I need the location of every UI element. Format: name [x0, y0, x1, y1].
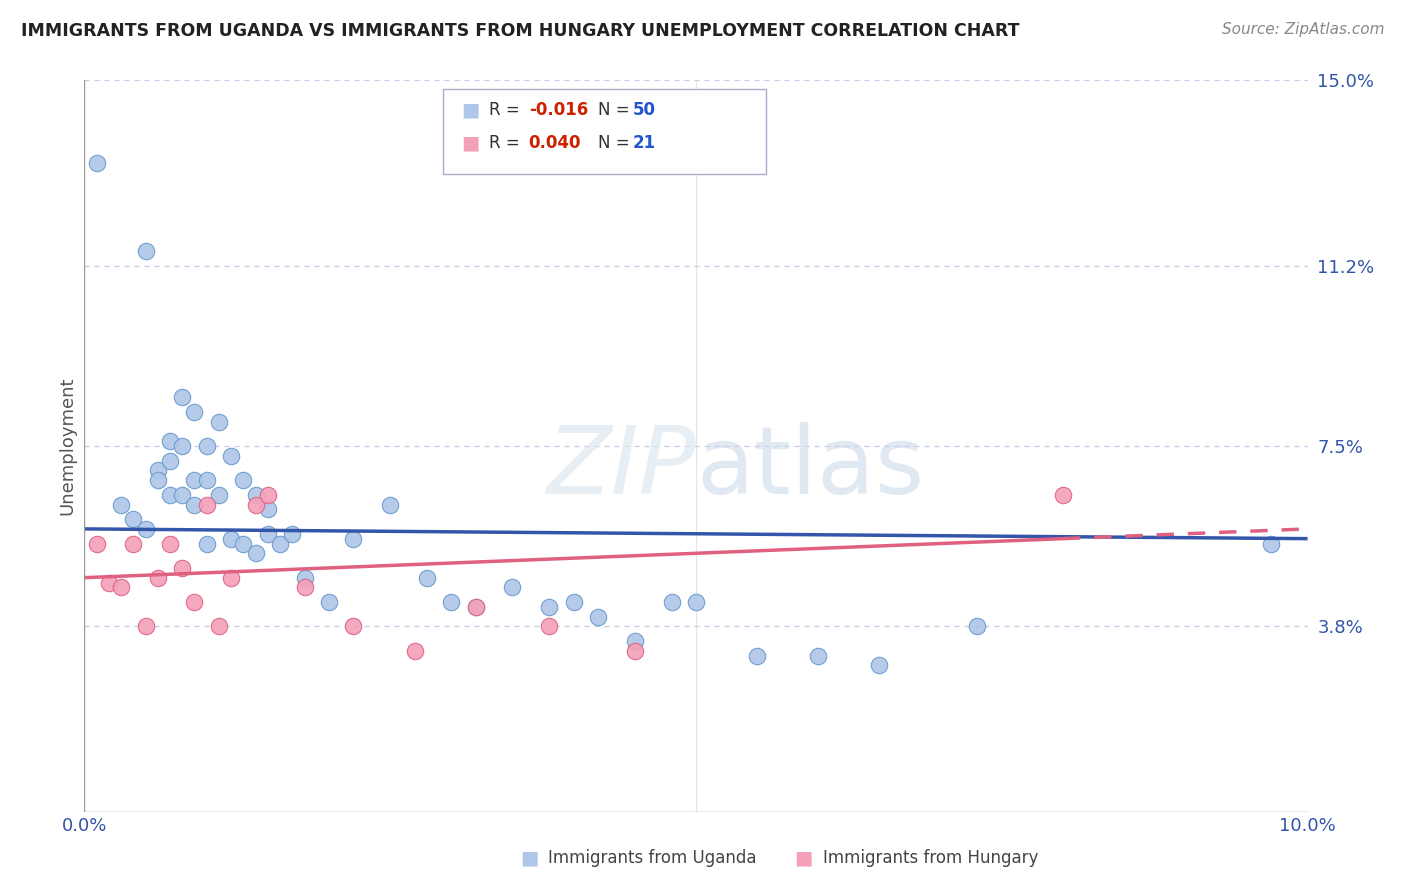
- Point: [122, 536, 145, 550]
- Point: [245, 546, 267, 560]
- Point: [464, 599, 486, 614]
- Point: [172, 439, 194, 453]
- Text: 21: 21: [633, 134, 655, 152]
- Point: [195, 439, 218, 453]
- Point: [159, 488, 181, 502]
- Text: Immigrants from Hungary: Immigrants from Hungary: [823, 849, 1038, 867]
- Point: [404, 644, 426, 658]
- Point: [562, 595, 585, 609]
- Point: [538, 619, 561, 633]
- Point: [807, 648, 830, 663]
- Point: [183, 595, 205, 609]
- Point: [135, 619, 157, 633]
- Point: [146, 571, 169, 585]
- Text: ZIP: ZIP: [547, 423, 696, 514]
- Point: [281, 526, 304, 541]
- Text: R =: R =: [489, 134, 526, 152]
- Point: [208, 415, 231, 429]
- Point: [269, 536, 291, 550]
- Text: IMMIGRANTS FROM UGANDA VS IMMIGRANTS FROM HUNGARY UNEMPLOYMENT CORRELATION CHART: IMMIGRANTS FROM UGANDA VS IMMIGRANTS FRO…: [21, 22, 1019, 40]
- Text: ■: ■: [520, 848, 538, 868]
- Point: [183, 405, 205, 419]
- Point: [294, 571, 316, 585]
- Point: [172, 488, 194, 502]
- Point: [1260, 536, 1282, 550]
- Point: [146, 463, 169, 477]
- Point: [86, 156, 108, 170]
- Point: [318, 595, 340, 609]
- Point: [624, 644, 647, 658]
- Text: N =: N =: [598, 101, 634, 119]
- Point: [685, 595, 707, 609]
- Text: ■: ■: [461, 133, 479, 153]
- Point: [195, 498, 218, 512]
- Point: [747, 648, 769, 663]
- Text: 0.040: 0.040: [529, 134, 581, 152]
- Point: [586, 609, 609, 624]
- Text: Source: ZipAtlas.com: Source: ZipAtlas.com: [1222, 22, 1385, 37]
- Point: [380, 498, 402, 512]
- Point: [219, 449, 242, 463]
- Point: [146, 473, 169, 487]
- Text: atlas: atlas: [696, 422, 924, 514]
- Text: ■: ■: [794, 848, 813, 868]
- Point: [464, 599, 486, 614]
- Point: [195, 536, 218, 550]
- Point: [110, 581, 132, 595]
- Point: [208, 488, 231, 502]
- Point: [245, 498, 267, 512]
- Point: [624, 634, 647, 648]
- Point: [232, 473, 254, 487]
- Point: [183, 498, 205, 512]
- Point: [219, 532, 242, 546]
- Point: [159, 434, 181, 449]
- Point: [257, 502, 280, 516]
- Y-axis label: Unemployment: Unemployment: [58, 376, 76, 516]
- Point: [342, 532, 364, 546]
- Point: [869, 658, 891, 673]
- Point: [183, 473, 205, 487]
- Text: R =: R =: [489, 101, 526, 119]
- Point: [97, 575, 120, 590]
- Point: [966, 619, 988, 633]
- Point: [219, 571, 242, 585]
- Point: [172, 561, 194, 575]
- Point: [294, 581, 316, 595]
- Text: ■: ■: [461, 100, 479, 120]
- Point: [1052, 488, 1074, 502]
- Point: [159, 536, 181, 550]
- Point: [257, 488, 280, 502]
- Point: [661, 595, 683, 609]
- Point: [110, 498, 132, 512]
- Point: [342, 619, 364, 633]
- Point: [416, 571, 439, 585]
- Point: [135, 522, 157, 536]
- Point: [257, 526, 280, 541]
- Point: [86, 536, 108, 550]
- Point: [135, 244, 157, 258]
- Text: 50: 50: [633, 101, 655, 119]
- Point: [159, 453, 181, 467]
- Point: [172, 390, 194, 404]
- Point: [440, 595, 463, 609]
- Point: [232, 536, 254, 550]
- Point: [245, 488, 267, 502]
- Text: N =: N =: [598, 134, 634, 152]
- Point: [502, 581, 524, 595]
- Point: [208, 619, 231, 633]
- Point: [538, 599, 561, 614]
- Text: -0.016: -0.016: [529, 101, 588, 119]
- Point: [195, 473, 218, 487]
- Text: Immigrants from Uganda: Immigrants from Uganda: [548, 849, 756, 867]
- Point: [122, 512, 145, 526]
